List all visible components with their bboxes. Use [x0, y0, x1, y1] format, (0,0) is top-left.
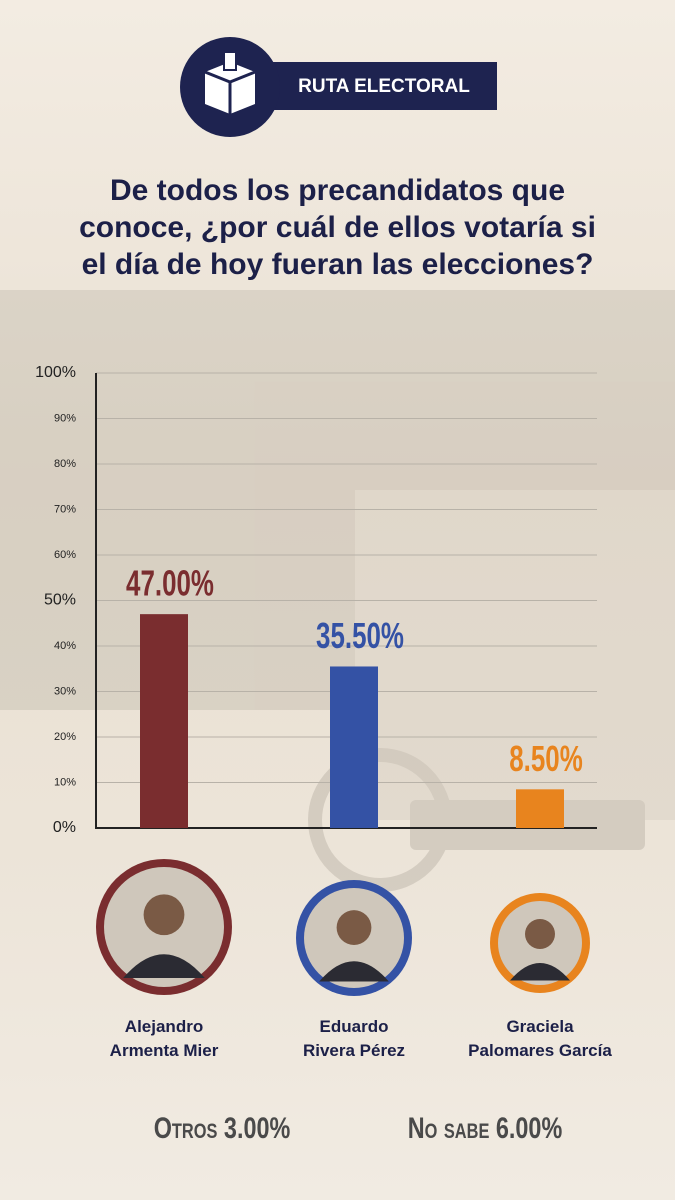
value-label-group: 35.50% — [316, 616, 404, 656]
value-label: 35.50% — [316, 616, 404, 656]
value-label: 47.00% — [126, 564, 214, 604]
bar — [140, 614, 188, 828]
category-label: Eduardo Rivera Pérez — [302, 1017, 406, 1060]
y-tick-label: 10% — [54, 776, 76, 788]
other-value: 6.00% — [495, 1112, 563, 1145]
photo-head — [525, 919, 555, 949]
photo-head — [143, 894, 185, 936]
y-tick-label: 60% — [54, 549, 76, 561]
category-label: Graciela Palomares García — [468, 1017, 612, 1060]
value-label-group: 47.00% — [126, 564, 214, 604]
background-shapes — [0, 290, 675, 892]
photo-body — [123, 954, 205, 978]
y-tick-label: 20% — [54, 731, 76, 743]
photo-head — [336, 910, 372, 945]
other-result: Otros 3.00% — [105, 1112, 339, 1146]
value-label: 8.50% — [509, 739, 583, 779]
y-tick-label: 40% — [54, 640, 76, 652]
y-tick-label: 70% — [54, 503, 76, 515]
value-label-group: 8.50% — [509, 739, 583, 779]
photo-body — [510, 963, 570, 981]
y-tick-label: 80% — [54, 458, 76, 470]
bar — [516, 789, 564, 828]
other-result: No sabe 6.00% — [368, 1112, 602, 1146]
candidate-photos — [96, 859, 590, 996]
y-tick-label: 0% — [53, 819, 76, 836]
category-label: Alejandro Armenta Mier — [109, 1017, 219, 1060]
chart-title: De todos los precandidatos que conoce, ¿… — [79, 174, 596, 281]
other-label: No sabe — [407, 1112, 490, 1145]
y-tick-label: 100% — [35, 364, 76, 381]
photo-body — [319, 961, 389, 982]
logo: RUTA ELECTORAL — [180, 37, 497, 137]
bar — [330, 666, 378, 828]
other-label: Otros — [153, 1112, 218, 1145]
y-tick-label: 50% — [44, 592, 76, 609]
brand: RUTA ELECTORAL — [298, 76, 470, 97]
y-tick-label: 30% — [54, 685, 76, 697]
other-value: 3.00% — [223, 1112, 291, 1145]
y-tick-label: 90% — [54, 412, 76, 424]
